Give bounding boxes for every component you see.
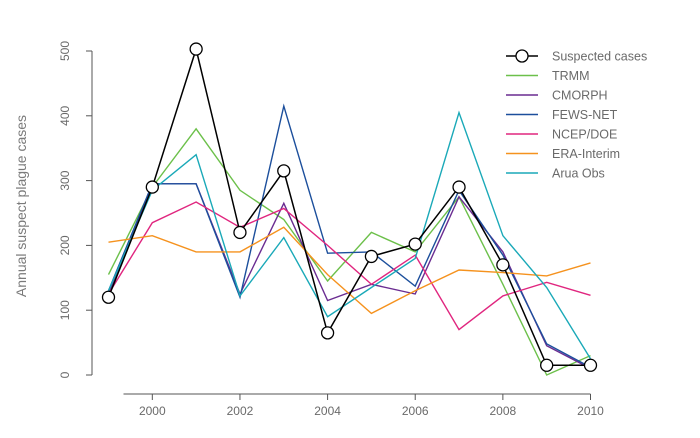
y-tick-label: 400 xyxy=(58,105,72,125)
data-point xyxy=(540,358,554,372)
x-tick-label: 2002 xyxy=(227,404,254,418)
series-line-cmorph xyxy=(107,183,591,370)
legend-label-arua-obs: Arua Obs xyxy=(552,167,605,181)
y-tick-label: 100 xyxy=(58,300,72,320)
legend-marker xyxy=(515,49,529,63)
legend-label-era-interim: ERA-Interim xyxy=(552,147,620,161)
data-point xyxy=(101,290,116,304)
legend-label-cmorph: CMORPH xyxy=(552,89,608,103)
legend: Suspected cases TRMM CMORPH FEWS-NET NCEP/DO… xyxy=(506,49,647,181)
series-layer xyxy=(101,42,598,376)
x-tick-label: 2000 xyxy=(139,404,166,418)
y-tick-label: 300 xyxy=(58,170,72,190)
data-point xyxy=(233,225,247,240)
legend-label-trmm: TRMM xyxy=(552,69,590,83)
data-point xyxy=(277,164,291,178)
series-line-arua-obs xyxy=(107,110,592,360)
x-tick-label: 2008 xyxy=(490,404,517,418)
x-tick-label: 2006 xyxy=(402,404,429,418)
y-tick-label: 200 xyxy=(58,235,72,255)
legend-label-ncep-doe: NCEP/DOE xyxy=(552,128,617,142)
data-point xyxy=(145,180,159,194)
data-point xyxy=(320,326,335,340)
legend-label-suspected-cases: Suspected cases xyxy=(552,50,647,64)
series-line-ncep-doe xyxy=(107,201,591,331)
series-line-trmm xyxy=(107,127,591,376)
data-point xyxy=(189,42,203,56)
x-tick-label: 2010 xyxy=(577,404,604,418)
data-point xyxy=(408,237,422,251)
y-tick-label: 0 xyxy=(58,371,72,378)
data-point xyxy=(496,258,510,272)
legend-label-fews-net: FEWS-NET xyxy=(552,108,618,122)
data-point xyxy=(364,249,379,264)
axes: 0 100 200 300 400 500 2000 2002 2004 2006 2008 2010 xyxy=(58,41,604,418)
x-tick-label: 2004 xyxy=(314,404,341,418)
data-point xyxy=(452,180,466,194)
y-tick-label: 500 xyxy=(58,41,72,61)
y-axis-label: Annual suspect plague cases xyxy=(13,115,29,297)
series-line-suspected-cases xyxy=(107,46,591,367)
data-point xyxy=(583,358,598,372)
series-line-fews-net xyxy=(107,103,591,368)
